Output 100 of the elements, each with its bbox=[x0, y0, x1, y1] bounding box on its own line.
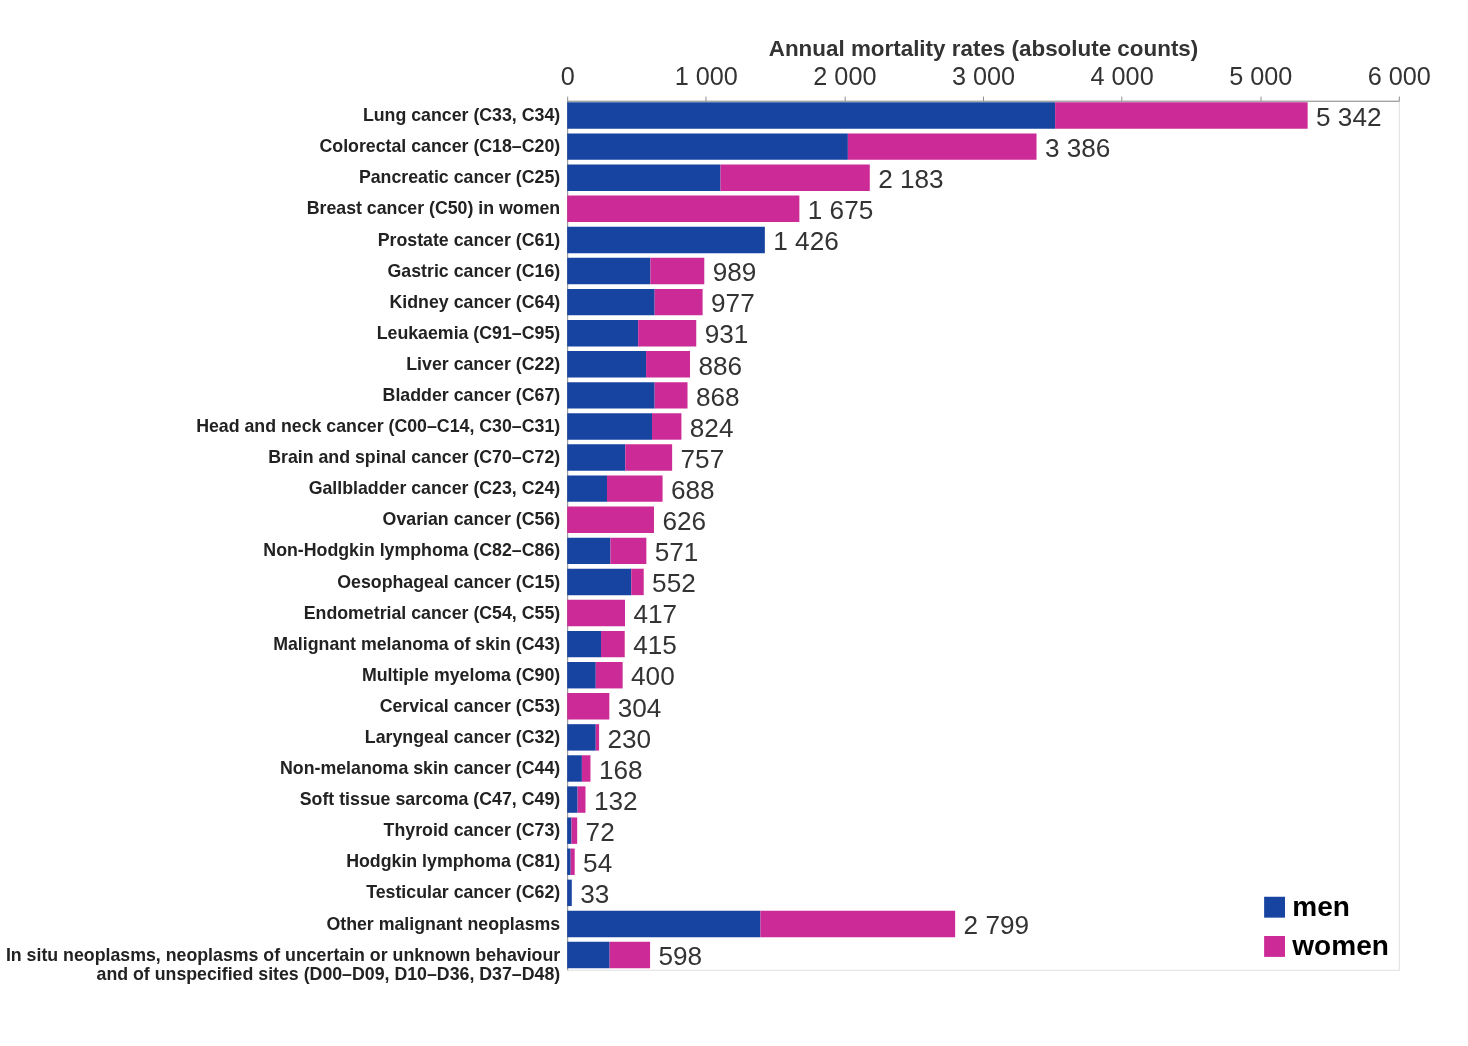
bar bbox=[654, 382, 688, 409]
total-label: 552 bbox=[652, 568, 696, 599]
total-label: 132 bbox=[593, 785, 638, 816]
total-label: 824 bbox=[689, 412, 734, 443]
bar bbox=[567, 102, 1056, 129]
bar bbox=[567, 288, 655, 316]
y-tick-label: Hodgkin lymphoma (C81) bbox=[346, 851, 561, 872]
bar bbox=[654, 288, 703, 316]
total-label: 868 bbox=[695, 381, 740, 412]
legend-label: men bbox=[1292, 890, 1350, 922]
bar bbox=[567, 786, 578, 813]
bar bbox=[567, 444, 626, 471]
bar bbox=[567, 506, 654, 533]
total-label: 72 bbox=[585, 816, 615, 847]
x-axis-title: Annual mortality rates (absolute counts) bbox=[768, 36, 1199, 62]
y-tick-label: Thyroid cancer (C73) bbox=[383, 820, 561, 841]
total-label: 886 bbox=[698, 350, 743, 381]
bar bbox=[610, 537, 647, 565]
y-tick-label: Brain and spinal cancer (C70–C72) bbox=[268, 447, 561, 468]
y-tick-label: Non-Hodgkin lymphoma (C82–C86) bbox=[263, 540, 561, 561]
bar bbox=[567, 879, 572, 907]
bar bbox=[567, 755, 582, 782]
bar bbox=[650, 257, 705, 285]
x-tick-label: 0 bbox=[560, 62, 575, 91]
bar bbox=[720, 164, 870, 191]
bar bbox=[567, 568, 632, 596]
legend-label: women bbox=[1291, 929, 1389, 961]
bar bbox=[567, 413, 653, 440]
y-tick-label: Non-melanoma skin cancer (C44) bbox=[280, 758, 561, 779]
bar bbox=[760, 910, 956, 938]
total-label: 230 bbox=[607, 723, 652, 754]
total-label: 989 bbox=[712, 257, 757, 288]
bar bbox=[567, 382, 655, 409]
total-label: 688 bbox=[670, 474, 715, 505]
bar bbox=[567, 133, 848, 160]
x-tick-label: 2 000 bbox=[813, 62, 877, 91]
bar bbox=[567, 195, 800, 223]
x-tick-label: 4 000 bbox=[1090, 62, 1154, 91]
y-tick-label: In situ neoplasms, neoplasms of uncertain or unknown behaviour and of unspecified sites (D00–D09, D10–D36, D37–D48) bbox=[5, 944, 561, 985]
x-tick-label: 3 000 bbox=[951, 62, 1016, 91]
bar bbox=[567, 537, 611, 565]
bar bbox=[567, 257, 651, 285]
bar bbox=[577, 786, 586, 813]
bar bbox=[567, 693, 610, 720]
bar bbox=[570, 848, 575, 875]
bar bbox=[595, 724, 600, 751]
total-label: 54 bbox=[583, 848, 613, 879]
total-label: 415 bbox=[633, 630, 677, 661]
bar bbox=[652, 413, 682, 440]
total-label: 2 799 bbox=[963, 910, 1030, 941]
y-tick-label: Lung cancer (C33, C34) bbox=[362, 105, 561, 126]
total-label: 931 bbox=[704, 319, 749, 350]
bar bbox=[567, 848, 571, 875]
bar bbox=[567, 319, 639, 347]
bar bbox=[1055, 102, 1308, 129]
y-tick-label: Breast cancer (C50) in women bbox=[306, 198, 561, 219]
y-tick-label: Prostate cancer (C61) bbox=[377, 229, 561, 250]
total-label: 417 bbox=[633, 599, 678, 630]
bar bbox=[601, 630, 625, 658]
bar bbox=[847, 133, 1037, 160]
total-label: 977 bbox=[711, 288, 755, 319]
total-label: 400 bbox=[631, 661, 675, 692]
bar bbox=[631, 568, 644, 596]
bar bbox=[638, 319, 697, 347]
y-tick-label: Other malignant neoplasms bbox=[326, 913, 561, 934]
y-tick-label: Endometrial cancer (C54, C55) bbox=[303, 602, 561, 623]
bar bbox=[609, 941, 651, 969]
bar bbox=[625, 444, 673, 471]
bar bbox=[567, 724, 596, 751]
bar bbox=[567, 910, 761, 938]
y-tick-label: Testicular cancer (C62) bbox=[366, 882, 561, 903]
total-label: 1 426 bbox=[773, 226, 839, 257]
y-tick-label: Ovarian cancer (C56) bbox=[382, 509, 561, 530]
total-label: 571 bbox=[654, 537, 699, 568]
total-label: 598 bbox=[658, 941, 703, 972]
total-label: 3 386 bbox=[1044, 132, 1111, 163]
bar bbox=[567, 817, 572, 844]
y-tick-label: Oesophageal cancer (C15) bbox=[337, 571, 561, 592]
total-label: 1 675 bbox=[807, 195, 874, 226]
y-tick-label: Malignant melanoma of skin (C43) bbox=[273, 633, 561, 654]
bar bbox=[567, 662, 596, 689]
total-label: 33 bbox=[580, 879, 610, 910]
total-label: 2 183 bbox=[878, 164, 944, 195]
bar bbox=[571, 817, 578, 844]
y-tick-label: Cervical cancer (C53) bbox=[379, 695, 561, 716]
bar bbox=[567, 351, 647, 378]
x-tick-label: 5 000 bbox=[1229, 62, 1293, 91]
y-tick-label: Colorectal cancer (C18–C20) bbox=[319, 136, 561, 157]
bar bbox=[567, 599, 625, 627]
y-tick-label: Leukaemia (C91–C95) bbox=[376, 322, 561, 343]
y-tick-label: Gallbladder cancer (C23, C24) bbox=[308, 478, 561, 499]
y-tick-label: Kidney cancer (C64) bbox=[389, 291, 561, 312]
x-tick-label: 1 000 bbox=[674, 62, 738, 91]
y-tick-label: Head and neck cancer (C00–C14, C30–C31) bbox=[196, 416, 561, 437]
total-label: 168 bbox=[598, 754, 643, 785]
bar bbox=[606, 475, 663, 502]
bar bbox=[581, 755, 591, 782]
y-tick-label: Multiple myeloma (C90) bbox=[361, 664, 561, 685]
y-tick-label: Soft tissue sarcoma (C47, C49) bbox=[299, 789, 561, 810]
bar bbox=[567, 164, 721, 191]
